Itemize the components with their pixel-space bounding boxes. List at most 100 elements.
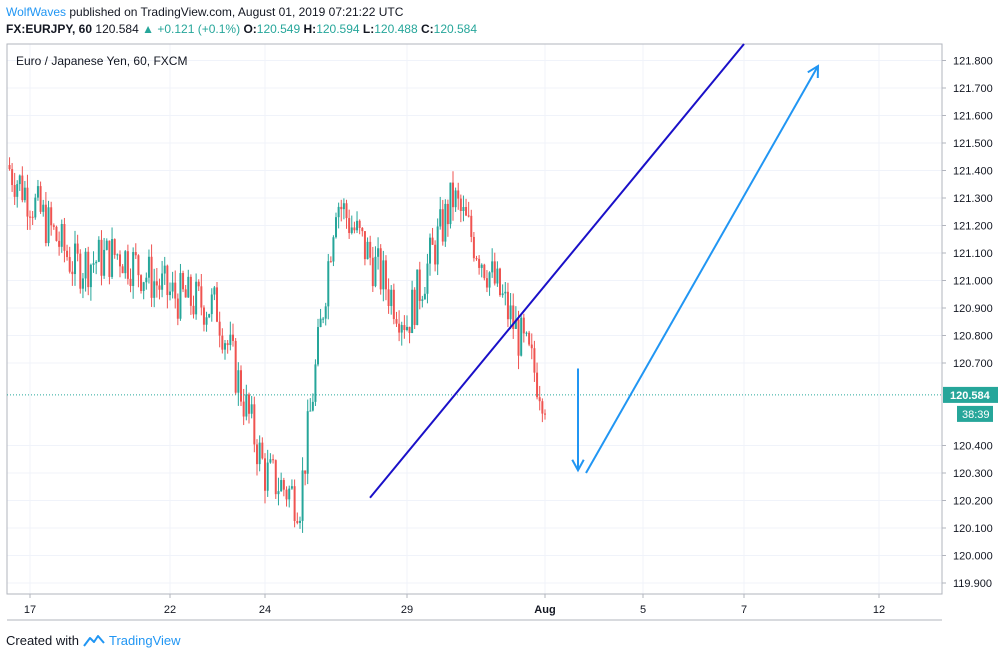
candle-down — [345, 203, 348, 219]
price-tick-label: 121.100 — [953, 248, 993, 260]
candle-down — [261, 442, 264, 459]
price-tick-label: 120.200 — [953, 496, 993, 508]
candle-down — [248, 394, 250, 414]
candle-down — [29, 216, 31, 218]
candle-down — [242, 401, 245, 417]
candle-down — [499, 268, 501, 296]
candle-down — [363, 231, 366, 260]
candle-down — [358, 220, 361, 228]
time-tick-label: 22 — [164, 604, 176, 616]
candle-up — [423, 293, 426, 300]
candle-down — [150, 256, 153, 298]
candle-up — [245, 394, 248, 417]
candle-down — [403, 325, 406, 331]
candle-up — [504, 291, 507, 294]
candle-up — [439, 209, 442, 227]
candle-up — [89, 264, 92, 288]
candle-down — [465, 207, 468, 216]
candle-up — [95, 261, 98, 264]
candle-down — [8, 165, 11, 170]
candle-down — [44, 204, 47, 244]
candle-down — [140, 275, 143, 292]
candle-down — [87, 251, 90, 288]
price-tick-label: 120.100 — [953, 523, 993, 535]
candle-up — [314, 364, 317, 402]
time-tick-label: 7 — [741, 604, 747, 616]
author-name[interactable]: WolfWaves — [6, 5, 67, 19]
candle-up — [74, 243, 76, 275]
candle-down — [113, 239, 116, 255]
candle-up — [288, 488, 291, 500]
candle-down — [452, 182, 454, 208]
candle-down — [472, 236, 475, 259]
candle-up — [277, 491, 280, 495]
publish-info: WolfWaves published on TradingView.com, … — [6, 5, 403, 19]
time-tick-label: 29 — [401, 604, 413, 616]
candle-down — [100, 239, 103, 276]
candle-up — [81, 278, 84, 289]
grid — [7, 44, 942, 594]
arrow-head-icon[interactable] — [571, 459, 585, 473]
candle-up — [501, 293, 504, 296]
candle-down — [108, 240, 111, 277]
candle-down — [192, 305, 195, 315]
candle-up — [444, 203, 447, 242]
candle-down — [329, 261, 332, 263]
candle-up — [462, 207, 465, 211]
close-label: C: — [420, 22, 434, 36]
candle-up — [509, 305, 512, 320]
candle-up — [213, 287, 216, 295]
candle-down — [530, 344, 533, 349]
candle-down — [304, 470, 307, 474]
trendline[interactable] — [369, 43, 745, 499]
price-tick-label: 120.300 — [953, 468, 993, 480]
candle-down — [232, 334, 234, 341]
candle-up — [60, 223, 63, 247]
candle-up — [309, 410, 312, 412]
time-axis[interactable]: 17 22 24 29 Aug 5 7 12 — [24, 594, 885, 616]
price-tick-label: 121.400 — [953, 166, 993, 178]
candle-down — [58, 240, 61, 247]
candle-up — [382, 260, 385, 290]
candle-up — [103, 249, 106, 276]
candle-up — [105, 240, 108, 250]
candle-up — [449, 182, 452, 225]
candle-down — [126, 251, 129, 279]
candle-down — [166, 265, 169, 296]
candle-up — [84, 251, 87, 279]
annotations[interactable] — [369, 43, 820, 499]
candle-up — [350, 227, 353, 234]
footer: Created with TradingView — [6, 633, 181, 648]
candle-up — [229, 334, 232, 346]
candle-up — [179, 273, 182, 319]
candle-up — [142, 282, 145, 292]
candle-down — [31, 216, 34, 218]
tradingview-brand[interactable]: TradingView — [108, 633, 181, 648]
time-tick-label: 12 — [873, 604, 885, 616]
candle-down — [478, 258, 481, 268]
candle-down — [79, 253, 82, 289]
candle-down — [470, 215, 473, 237]
price-tick-label: 121.500 — [953, 138, 993, 150]
time-tick-label: Aug — [534, 604, 555, 616]
price-axis[interactable]: 121.800 121.700 121.600 121.500 121.400 121.3… — [942, 56, 998, 591]
candle-down — [71, 271, 74, 275]
candle-up — [335, 217, 337, 238]
candle-up — [324, 306, 327, 319]
candle-down — [413, 289, 416, 325]
close-value: 120.584 — [433, 22, 478, 36]
candle-down — [293, 486, 296, 522]
candle-up — [366, 241, 369, 260]
candle-down — [282, 480, 285, 490]
candle-up — [36, 186, 39, 198]
candle-down — [218, 321, 221, 336]
candle-down — [353, 227, 356, 231]
chart[interactable]: 121.800 121.700 121.600 121.500 121.400 121.3… — [0, 0, 1005, 630]
candle-down — [296, 521, 299, 523]
candle-down — [441, 209, 444, 242]
candle-down — [68, 257, 71, 272]
arrow-head-icon[interactable] — [807, 64, 820, 79]
price-tick-label: 121.200 — [953, 221, 993, 233]
arrow-line[interactable] — [585, 65, 819, 474]
symbol-info: FX:EURJPY, 60 120.584 ▲ +0.121 (+0.1%) O… — [6, 22, 477, 36]
